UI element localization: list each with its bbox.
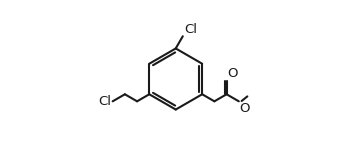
Text: O: O <box>228 67 238 80</box>
Text: Cl: Cl <box>98 95 111 108</box>
Text: O: O <box>240 102 250 115</box>
Text: Cl: Cl <box>184 23 197 36</box>
